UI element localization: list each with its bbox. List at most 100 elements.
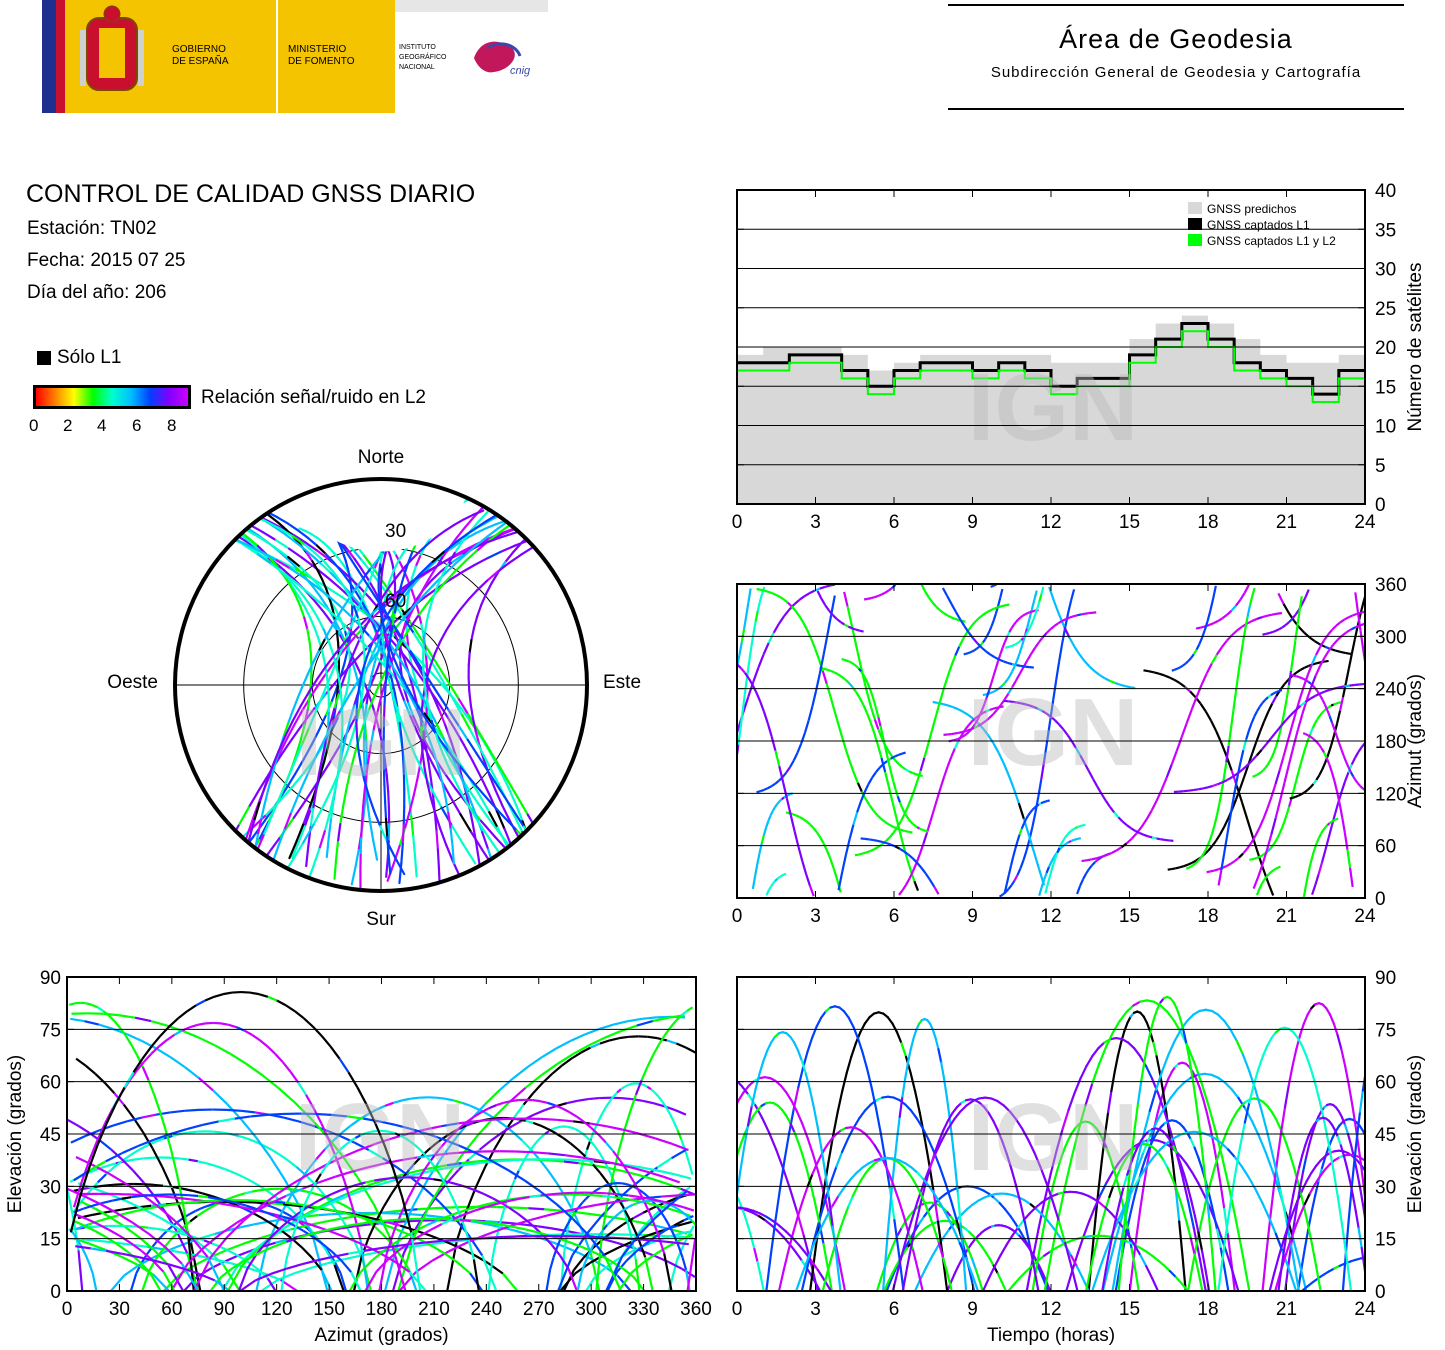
elev-time-track (1217, 1139, 1225, 1155)
elev-azimuth-track (195, 999, 206, 1007)
elev-time-track (850, 1042, 857, 1058)
elev-azimuth-track (470, 1104, 480, 1111)
azimuth-track (809, 589, 816, 595)
elev-azimuth-track (351, 1187, 368, 1196)
elev-time-track (1292, 1179, 1298, 1196)
elev-azimuth-track (212, 1089, 229, 1106)
azimuth-track (914, 824, 918, 829)
elev-time-track (1367, 1138, 1370, 1146)
azimuth-track (837, 673, 842, 678)
azimuth-track (1250, 835, 1257, 844)
elev-azimuth-track (349, 1136, 357, 1142)
azimuth-track (1283, 813, 1288, 822)
azimuth-track (997, 605, 1002, 609)
azimuth-track (723, 821, 725, 829)
elev-time-track (886, 1249, 893, 1261)
elev-time-track (1150, 1077, 1160, 1095)
elev-azimuth-track (492, 1101, 511, 1119)
azimuth-track (1190, 653, 1195, 659)
elev-time-track (868, 1137, 876, 1147)
elev-azimuth-track (556, 1053, 574, 1065)
elev-time-track (1243, 1101, 1251, 1124)
elev-time-track (1295, 1034, 1302, 1051)
elev-azimuth-track (459, 1218, 471, 1222)
elev-time-track (1126, 1015, 1132, 1024)
sky-track (302, 743, 313, 761)
elev-azimuth-track (473, 1111, 483, 1118)
elev-azimuth-track (186, 1123, 203, 1131)
elev-azimuth-track (404, 1229, 417, 1238)
elev-azimuth-track (198, 1036, 216, 1047)
elev-azimuth-track (243, 1029, 253, 1036)
elev-azimuth-track (339, 1144, 347, 1151)
elev-time-track (1200, 1249, 1207, 1272)
azimuth-track (977, 614, 984, 620)
elev-time-track (1034, 1201, 1043, 1209)
azimuth-track (1283, 698, 1288, 711)
azimuth-track (1311, 848, 1316, 857)
elev-azimuth-track (397, 1236, 416, 1291)
elev-azimuth-track (392, 1168, 404, 1198)
elev-time-track (971, 1199, 980, 1206)
elev-azimuth-track (549, 1159, 564, 1163)
elev-time-track (1121, 1038, 1130, 1044)
elev-azimuth-track (242, 1176, 254, 1183)
elev-azimuth-track (487, 1258, 494, 1291)
azimuth-track (1305, 733, 1309, 737)
elev-azimuth-track (517, 1212, 527, 1221)
elev-time-track (1081, 1277, 1090, 1291)
elev-time-track (927, 1137, 936, 1154)
elev-time-track (714, 1070, 721, 1071)
elev-azimuth-track (651, 1177, 667, 1185)
sky-track (516, 795, 529, 816)
sky-track (372, 839, 379, 861)
elev-time-track (1298, 1154, 1304, 1169)
azimuth-track (983, 696, 988, 704)
azimuth-track (847, 660, 851, 664)
elev-time-track (861, 1162, 870, 1169)
azimuth-track (870, 708, 876, 720)
azimuth-track (1040, 760, 1046, 780)
elev-time-track (1226, 1118, 1234, 1131)
azimuth-track (715, 717, 717, 719)
elev-azimuth-track (383, 1144, 395, 1170)
elev-time-track (1364, 1069, 1365, 1073)
snr-tick: 2 (63, 416, 73, 435)
elev-time-track (1123, 1021, 1129, 1033)
elev-azimuth-track (446, 1169, 459, 1184)
elev-time-track (870, 1086, 878, 1110)
elev-azimuth-track (686, 1238, 696, 1291)
azimuth-track (1170, 750, 1178, 765)
elev-azimuth-track (673, 1219, 685, 1227)
y-tick-label: 0 (1375, 495, 1386, 516)
azimuth-track (832, 868, 839, 881)
azimuth-track (765, 820, 770, 828)
elev-time-track (1320, 1155, 1327, 1170)
elev-time-track (781, 1167, 792, 1190)
elev-azimuth-track (671, 1202, 684, 1209)
azimuth-track (828, 609, 834, 616)
azimuth-track (1092, 778, 1099, 787)
azimuth-track (1018, 666, 1025, 675)
azimuth-track (1316, 661, 1321, 665)
azimuth-track (1239, 643, 1244, 660)
azimuth-track (1222, 864, 1228, 869)
azimuth-track (1206, 870, 1211, 874)
azimuth-track (866, 695, 873, 709)
elev-time-track (814, 1202, 821, 1225)
azimuth-track (1083, 660, 1091, 668)
azimuth-track (957, 734, 963, 742)
azimuth-track (772, 623, 780, 634)
elev-azimuth-track (344, 1140, 352, 1146)
elev-time-track (778, 1224, 787, 1233)
elev-azimuth-track (620, 1024, 638, 1033)
y-tick-label: 0 (50, 1282, 61, 1303)
azimuth-track (975, 646, 980, 650)
elev-azimuth-track (604, 1030, 622, 1039)
elev-azimuth-track (318, 1175, 336, 1184)
elev-azimuth-track (433, 1178, 442, 1182)
azimuth-track (1045, 628, 1052, 634)
elev-time-track (1292, 1031, 1300, 1040)
azimuth-track (1278, 755, 1285, 771)
elev-azimuth-track (255, 1136, 272, 1158)
